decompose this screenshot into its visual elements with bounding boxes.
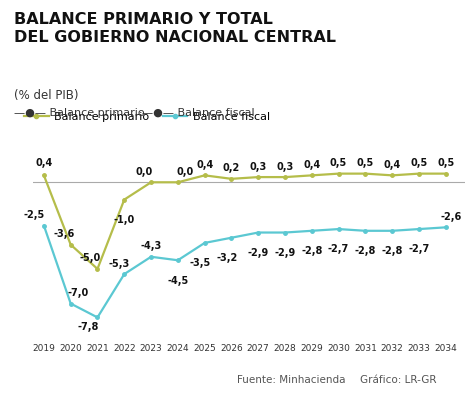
Text: -4,3: -4,3 — [140, 241, 162, 251]
Text: -2,5: -2,5 — [24, 210, 45, 220]
Text: -7,8: -7,8 — [77, 322, 99, 331]
Text: -3,6: -3,6 — [53, 229, 74, 239]
Text: 0,5: 0,5 — [357, 158, 374, 168]
Text: —●— Balance fiscal: —●— Balance fiscal — [142, 107, 255, 118]
Text: -2,8: -2,8 — [301, 246, 322, 256]
Text: -1,0: -1,0 — [114, 215, 135, 225]
Text: -5,3: -5,3 — [108, 259, 129, 269]
Text: -2,9: -2,9 — [274, 248, 296, 258]
Legend: Balance primario, Balance fiscal: Balance primario, Balance fiscal — [20, 107, 274, 126]
Text: -4,5: -4,5 — [167, 276, 189, 286]
Text: -2,7: -2,7 — [328, 245, 349, 254]
Text: 0,0: 0,0 — [176, 167, 193, 177]
Text: -2,8: -2,8 — [355, 246, 376, 256]
Text: -3,5: -3,5 — [190, 258, 211, 268]
Text: -3,2: -3,2 — [217, 253, 238, 263]
Text: 0,3: 0,3 — [250, 162, 267, 171]
Text: (% del PIB): (% del PIB) — [14, 89, 79, 102]
Text: -2,7: -2,7 — [408, 245, 429, 254]
Text: 0,4: 0,4 — [383, 160, 401, 170]
Text: 0,4: 0,4 — [35, 158, 53, 168]
Text: 0,3: 0,3 — [276, 162, 294, 171]
Text: BALANCE PRIMARIO Y TOTAL
DEL GOBIERNO NACIONAL CENTRAL: BALANCE PRIMARIO Y TOTAL DEL GOBIERNO NA… — [14, 12, 336, 45]
Text: -7,0: -7,0 — [67, 288, 88, 298]
Text: 0,4: 0,4 — [196, 160, 213, 170]
Text: -5,0: -5,0 — [80, 253, 101, 263]
Text: Gráfico: LR-GR: Gráfico: LR-GR — [360, 375, 437, 385]
Text: 0,4: 0,4 — [303, 160, 320, 170]
Text: -2,6: -2,6 — [441, 212, 462, 222]
Text: 0,5: 0,5 — [330, 158, 347, 168]
Text: -2,8: -2,8 — [382, 246, 403, 256]
Text: 0,2: 0,2 — [223, 163, 240, 173]
Text: Fuente: Minhacienda: Fuente: Minhacienda — [237, 375, 346, 385]
Text: 0,0: 0,0 — [136, 167, 153, 177]
Text: —●— Balance primario: —●— Balance primario — [14, 107, 145, 118]
Text: -2,9: -2,9 — [247, 248, 269, 258]
Text: 0,5: 0,5 — [437, 158, 455, 168]
Text: 0,5: 0,5 — [410, 158, 428, 168]
